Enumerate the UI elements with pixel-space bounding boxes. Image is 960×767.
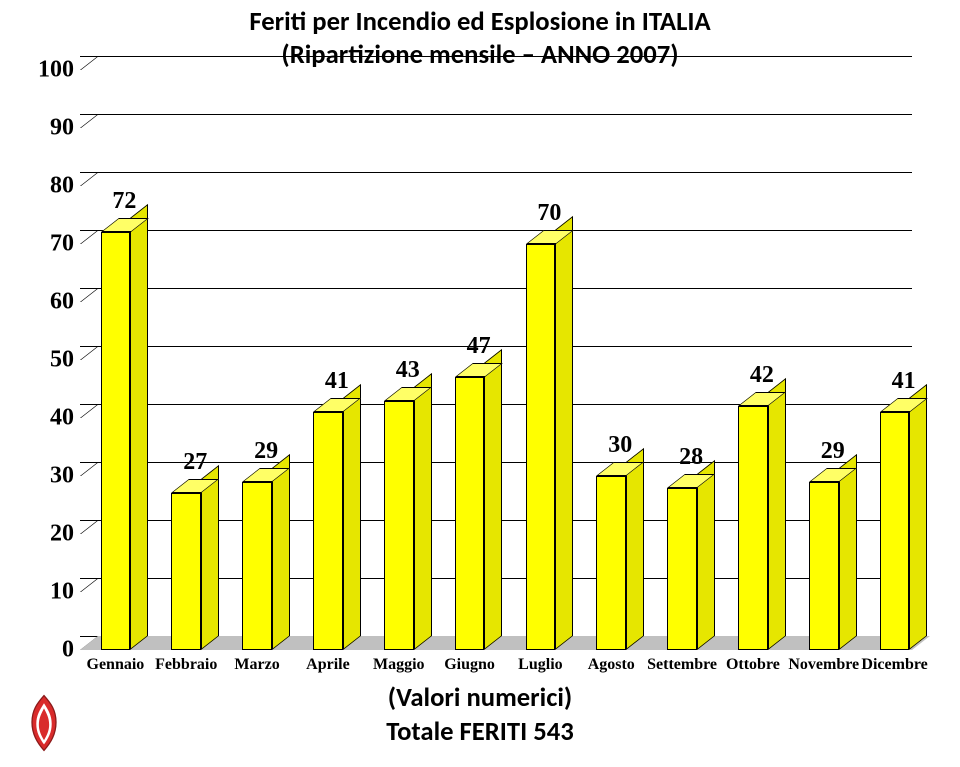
y-axis: 0102030405060708090100 [30, 70, 80, 650]
bar-value-label: 27 [183, 449, 207, 476]
x-axis-label: Aprile [306, 656, 350, 674]
chart-title: Feriti per Incendio ed Esplosione in ITA… [0, 6, 960, 73]
y-tick-label: 90 [50, 115, 74, 142]
y-tick-label: 100 [38, 57, 74, 84]
bar: 27 [171, 493, 201, 650]
footer-line-2: Totale FERITI 543 [0, 716, 960, 749]
slide: Feriti per Incendio ed Esplosione in ITA… [0, 0, 960, 767]
bar: 42 [738, 406, 768, 650]
x-axis-label: Maggio [373, 656, 425, 674]
x-axis-label: Novembre [788, 656, 859, 674]
bar-value-label: 29 [254, 438, 278, 465]
x-axis-label: Settembre [647, 656, 717, 674]
bar: 47 [455, 377, 485, 650]
x-axis-label: Agosto [588, 656, 635, 674]
bar-value-label: 42 [750, 362, 774, 389]
x-axis-label: Marzo [234, 656, 279, 674]
y-tick-label: 30 [50, 463, 74, 490]
bar-value-label: 70 [537, 200, 561, 227]
x-axis-label: Giugno [444, 656, 495, 674]
plot-area: 722729414347703028422941 [80, 70, 930, 650]
y-tick-label: 70 [50, 231, 74, 258]
chart-area: 0102030405060708090100 72272941434770302… [30, 70, 930, 650]
chart-footer: (Valori numerici) Totale FERITI 543 [0, 682, 960, 749]
bar-value-label: 72 [112, 188, 136, 215]
bar: 30 [596, 476, 626, 650]
bar: 41 [313, 412, 343, 650]
y-tick-label: 60 [50, 289, 74, 316]
bar-value-label: 41 [892, 368, 916, 395]
x-axis-label: Dicembre [861, 656, 927, 674]
y-tick-label: 80 [50, 173, 74, 200]
y-tick-label: 10 [50, 579, 74, 606]
fire-brigade-logo [14, 693, 74, 753]
x-axis-label: Febbraio [155, 656, 217, 674]
footer-line-1: (Valori numerici) [0, 682, 960, 715]
bars-layer: 722729414347703028422941 [80, 70, 930, 650]
bar-value-label: 28 [679, 444, 703, 471]
bar-value-label: 47 [467, 333, 491, 360]
y-tick-label: 0 [62, 637, 74, 664]
bar: 70 [526, 244, 556, 650]
y-tick-label: 40 [50, 405, 74, 432]
bar-value-label: 29 [821, 438, 845, 465]
bar-value-label: 41 [325, 368, 349, 395]
bar-value-label: 30 [608, 432, 632, 459]
bar: 43 [384, 401, 414, 650]
bar-value-label: 43 [396, 357, 420, 384]
bar: 29 [809, 482, 839, 650]
x-axis-label: Luglio [518, 656, 562, 674]
x-axis-label: Ottobre [726, 656, 780, 674]
bar: 29 [242, 482, 272, 650]
y-tick-label: 50 [50, 347, 74, 374]
bar: 28 [667, 488, 697, 650]
bar: 41 [880, 412, 910, 650]
bar: 72 [101, 232, 131, 650]
y-tick-label: 20 [50, 521, 74, 548]
x-axis-label: Gennaio [87, 656, 145, 674]
title-line-1: Feriti per Incendio ed Esplosione in ITA… [0, 6, 960, 39]
